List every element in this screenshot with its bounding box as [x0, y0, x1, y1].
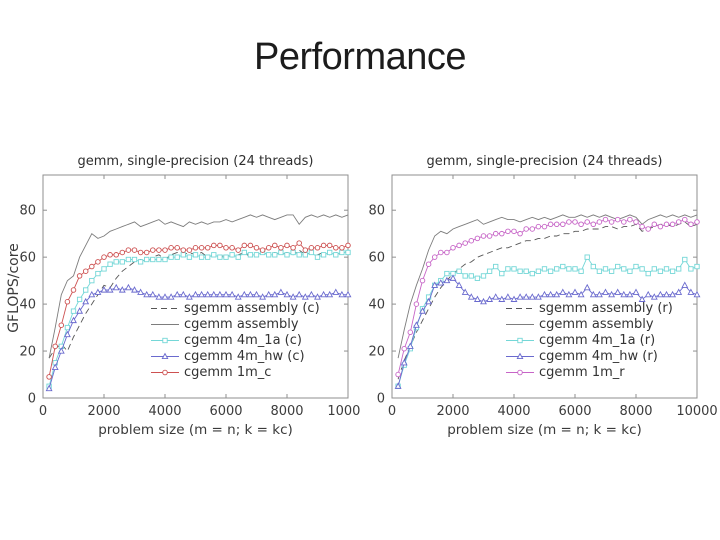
legend-sample-triangle-icon — [506, 352, 534, 360]
x-tick-label: 8000 — [270, 404, 303, 419]
legend-item: cgemm 4m_hw (r) — [505, 350, 673, 363]
plot-border — [391, 174, 698, 399]
x-tick-label: 4000 — [148, 404, 181, 419]
x-axis-ticks: 0 2000 4000 6000 8000 10000 — [39, 175, 360, 419]
legend-item: cgemm 4m_1a (c) — [150, 334, 320, 347]
left-chart: gemm, single-precision (24 threads) GFLO… — [0, 140, 360, 450]
legend-item: cgemm 4m_1a (r) — [505, 334, 673, 347]
legend-label: cgemm assembly — [539, 317, 654, 332]
legend-sample-solid-icon — [151, 324, 179, 325]
y-tick-label: 20 — [19, 345, 36, 360]
legend-item: sgemm assembly (c) — [150, 302, 320, 315]
legend-sample-circle-icon — [151, 369, 179, 376]
legend-label: cgemm 1m_r — [539, 365, 625, 380]
y-tick-label: 40 — [19, 298, 36, 313]
x-tick-label: 8000 — [619, 404, 652, 419]
legend-item: sgemm assembly (r) — [505, 302, 673, 315]
legend-item: cgemm 1m_r — [505, 366, 673, 379]
x-tick-label: 6000 — [558, 404, 591, 419]
legend-sample-square-icon — [506, 337, 534, 344]
y-tick-label: 0 — [28, 392, 36, 407]
legend-label: cgemm 4m_hw (r) — [539, 349, 658, 364]
legend-label: cgemm 1m_c — [184, 365, 272, 380]
y-axis-ticks: 0 20 40 60 80 — [19, 204, 348, 407]
legend-label: cgemm 4m_1a (r) — [539, 333, 656, 348]
right-chart-x-axis-label: problem size (m = n; k = kc) — [447, 422, 642, 438]
legend-sample-circle-icon — [506, 369, 534, 376]
x-tick-label: 4000 — [497, 404, 530, 419]
slide-title: Performance — [253, 36, 467, 78]
legend-item: cgemm assembly — [150, 318, 320, 331]
left-chart-x-axis-label: problem size (m = n; k = kc) — [98, 422, 293, 438]
legend-label: sgemm assembly (c) — [184, 301, 320, 316]
left-chart-legend: sgemm assembly (c) cgemm assembly cgemm 4m… — [150, 302, 320, 379]
y-tick-label: 60 — [368, 251, 385, 266]
legend-label: cgemm 4m_hw (c) — [184, 349, 305, 364]
series-cgemm-4m-hw-c- — [45, 283, 352, 392]
series-cgemm-assembly — [397, 214, 698, 359]
y-tick-label: 60 — [19, 251, 36, 266]
series-cgemm-4m-1a-c- — [46, 249, 351, 389]
legend-sample-square-icon — [151, 337, 179, 344]
y-tick-label: 80 — [368, 204, 385, 219]
x-tick-label: 10000 — [676, 404, 717, 419]
y-axis-ticks: 0 20 40 60 80 — [368, 204, 697, 407]
right-chart-legend: sgemm assembly (r) cgemm assembly cgemm 4m… — [505, 302, 673, 379]
plot-border — [42, 174, 349, 399]
legend-sample-dashed-icon — [151, 308, 179, 309]
x-tick-label: 2000 — [436, 404, 469, 419]
x-tick-label: 2000 — [87, 404, 120, 419]
legend-label: cgemm assembly — [184, 317, 299, 332]
right-chart: gemm, single-precision (24 threads) 0 200… — [360, 140, 720, 450]
legend-label: sgemm assembly (r) — [539, 301, 673, 316]
x-tick-label: 6000 — [209, 404, 242, 419]
legend-item: cgemm 4m_hw (c) — [150, 350, 320, 363]
legend-item: cgemm assembly — [505, 318, 673, 331]
legend-label: cgemm 4m_1a (c) — [184, 333, 302, 348]
series-cgemm-1m-r — [395, 216, 700, 378]
x-axis-ticks: 0 2000 4000 6000 8000 10000 — [388, 175, 718, 419]
x-tick-label: 0 — [39, 404, 47, 419]
right-chart-title: gemm, single-precision (24 threads) — [426, 154, 663, 169]
legend-sample-dashed-icon — [506, 308, 534, 309]
series-cgemm-1m-c — [46, 240, 351, 380]
x-tick-label: 10000 — [327, 404, 360, 419]
series-cgemm-assembly — [48, 214, 349, 359]
y-tick-label: 20 — [368, 345, 385, 360]
right-chart-plot: 0 2000 4000 6000 8000 10000 0 20 40 60 80 — [368, 174, 718, 419]
legend-sample-triangle-icon — [151, 352, 179, 360]
legend-item: cgemm 1m_c — [150, 366, 320, 379]
y-tick-label: 80 — [19, 204, 36, 219]
left-chart-title: gemm, single-precision (24 threads) — [77, 154, 314, 169]
y-tick-label: 0 — [377, 392, 385, 407]
series-cgemm-4m-hw-r- — [394, 274, 701, 389]
x-tick-label: 0 — [388, 404, 396, 419]
y-tick-label: 40 — [368, 298, 385, 313]
left-chart-plot: 0 2000 4000 6000 8000 10000 0 20 40 60 80 — [19, 174, 360, 419]
legend-sample-solid-icon — [506, 324, 534, 325]
